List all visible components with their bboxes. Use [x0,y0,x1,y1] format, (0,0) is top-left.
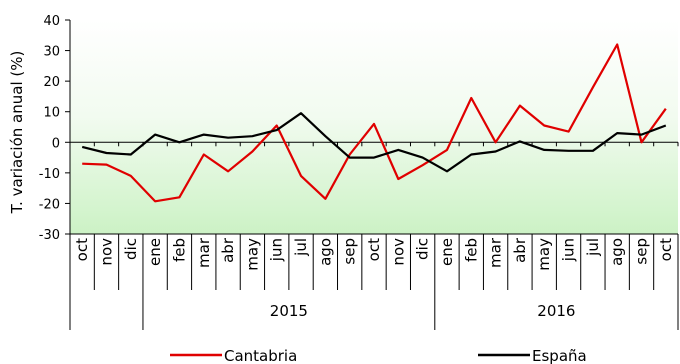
y-axis-label: T. variación anual (%) [8,51,26,215]
month-label: ene [146,238,164,266]
y-tick-label: 30 [43,45,60,60]
legend-label: Cantabria [224,347,297,364]
year-label: 2015 [270,302,308,320]
y-tick-label: -30 [39,228,60,243]
series-line-cantabria [82,43,667,203]
year-label: 2016 [537,302,575,320]
plot-area [70,20,678,234]
month-label: may [535,238,553,271]
month-label: abr [219,237,237,263]
month-label: ago [608,238,626,266]
y-tick-label: 20 [43,75,60,90]
month-label: jul [584,238,602,257]
month-label: jul [292,238,310,257]
y-tick-label: 40 [43,14,60,29]
month-label: nov [97,238,115,266]
y-tick-label: -20 [39,197,60,212]
legend-label: España [532,347,587,364]
month-label: abr [511,237,529,263]
month-label: nov [389,238,407,266]
month-label: oct [657,238,675,261]
y-tick-label: -10 [39,167,60,182]
month-label: oct [365,238,383,261]
month-label: feb [462,238,480,262]
y-ticks: 40 30 20 10 0 -10 -20 -30 [39,14,60,243]
month-label: ene [438,238,456,266]
series-lines [81,43,667,203]
month-label: may [243,238,261,271]
month-label: mar [195,237,213,268]
month-label: sep [633,238,651,265]
x-categories: oct nov dic ene feb mar abr may jun jul ago sep oct n… [69,234,679,330]
month-label: oct [73,238,91,261]
month-label: mar [487,237,505,268]
y-tick-label: 10 [43,106,60,121]
month-label: feb [170,238,188,262]
series-line-espa-a [81,112,667,173]
y-tick-label: 0 [52,136,60,151]
axes [65,19,679,235]
month-label: sep [341,238,359,265]
month-label: ago [316,238,334,266]
month-label: dic [122,238,140,260]
month-label: dic [414,238,432,260]
month-label: jun [560,238,578,262]
legend: Cantabria España [170,347,587,364]
month-label: jun [268,238,286,262]
